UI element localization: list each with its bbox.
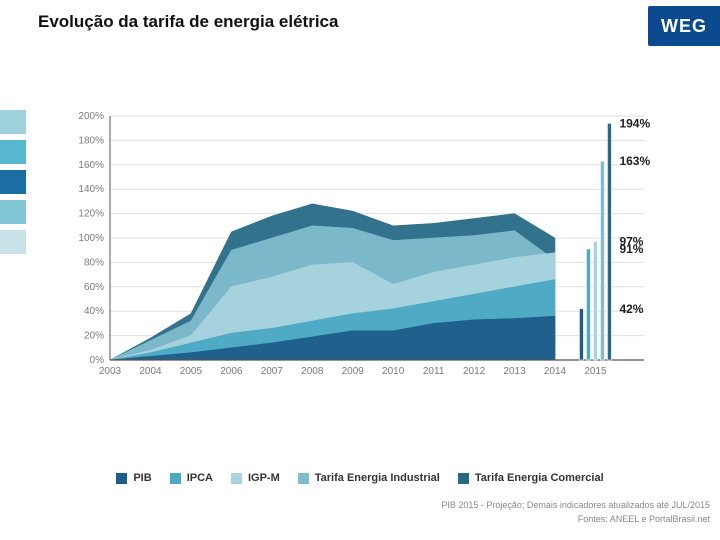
legend-label: Tarifa Energia Comercial: [475, 472, 604, 484]
side-square: [0, 170, 26, 194]
legend-label: IPCA: [187, 472, 213, 484]
legend-item: Tarifa Energia Comercial: [458, 472, 604, 484]
svg-text:91%: 91%: [619, 242, 643, 256]
svg-text:2005: 2005: [180, 366, 203, 377]
svg-text:120%: 120%: [78, 209, 104, 220]
legend-item: Tarifa Energia Industrial: [298, 472, 440, 484]
svg-text:2011: 2011: [423, 366, 445, 377]
brand-logo: WEG: [648, 6, 720, 46]
decorative-side-squares: [0, 110, 30, 254]
svg-text:160%: 160%: [78, 160, 104, 171]
legend-swatch: [298, 473, 309, 484]
legend-swatch: [170, 473, 181, 484]
svg-text:20%: 20%: [84, 331, 104, 342]
svg-text:2003: 2003: [99, 366, 122, 377]
legend-swatch: [116, 473, 127, 484]
legend-item: IPCA: [170, 472, 213, 484]
footnotes: PIB 2015 - Projeção; Demais indicadores …: [441, 499, 710, 526]
svg-text:180%: 180%: [78, 135, 104, 146]
side-square: [0, 230, 26, 254]
svg-text:194%: 194%: [619, 116, 650, 130]
chart-legend: PIB IPCA IGP-M Tarifa Energia Industrial Tar…: [0, 472, 720, 484]
legend-item: PIB: [116, 472, 151, 484]
footnote-line-1: PIB 2015 - Projeção; Demais indicadores …: [441, 499, 710, 513]
legend-label: IGP-M: [248, 472, 280, 484]
svg-text:2004: 2004: [139, 366, 162, 377]
svg-text:140%: 140%: [78, 184, 104, 195]
svg-text:100%: 100%: [78, 233, 104, 244]
svg-text:2008: 2008: [301, 366, 324, 377]
page-title: Evolução da tarifa de energia elétrica: [38, 12, 338, 32]
legend-item: IGP-M: [231, 472, 280, 484]
legend-label: PIB: [133, 472, 151, 484]
main-chart: 0% 20% 40% 60% 80% 100% 120% 140% 160% 180% 200% 20…: [76, 110, 676, 390]
side-square: [0, 110, 26, 134]
legend-swatch: [458, 473, 469, 484]
svg-text:2009: 2009: [342, 366, 365, 377]
svg-text:200%: 200%: [78, 111, 104, 122]
svg-text:163%: 163%: [619, 154, 650, 168]
svg-text:42%: 42%: [619, 302, 643, 316]
svg-text:80%: 80%: [84, 257, 104, 268]
svg-text:2014: 2014: [544, 366, 567, 377]
side-square: [0, 200, 26, 224]
svg-text:2012: 2012: [463, 366, 486, 377]
svg-text:2015: 2015: [584, 366, 607, 377]
svg-text:0%: 0%: [90, 355, 105, 366]
legend-swatch: [231, 473, 242, 484]
svg-text:2010: 2010: [382, 366, 405, 377]
footnote-line-2: Fontes: ANEEL e PortalBrasil.net: [441, 513, 710, 527]
side-square: [0, 140, 26, 164]
svg-text:2007: 2007: [261, 366, 284, 377]
svg-text:2013: 2013: [503, 366, 526, 377]
svg-text:60%: 60%: [84, 282, 104, 293]
svg-text:2006: 2006: [220, 366, 243, 377]
svg-text:40%: 40%: [84, 306, 104, 317]
legend-label: Tarifa Energia Industrial: [315, 472, 440, 484]
